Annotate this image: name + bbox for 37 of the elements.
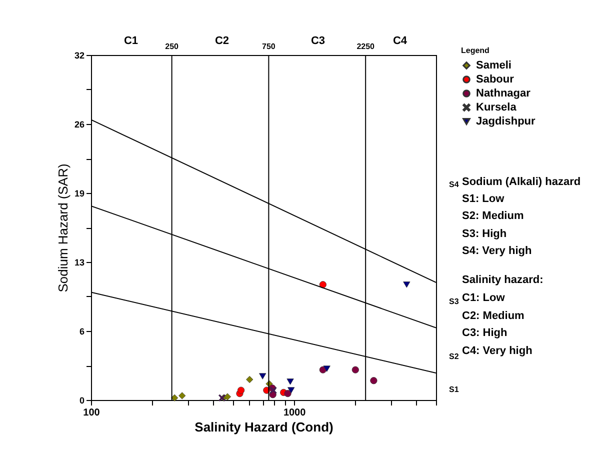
x-axis-title: Salinity Hazard (Cond) <box>194 420 334 434</box>
y-tick-label: 0 <box>79 396 84 406</box>
text: Sodium (Alkali) hazard <box>462 176 581 188</box>
legend-label: Sabour <box>476 74 515 86</box>
text: S4 <box>449 180 460 189</box>
text: S4: Very high <box>462 245 532 257</box>
text: S2: Medium <box>462 210 524 222</box>
y-tick-label: 32 <box>74 50 84 60</box>
text: S1 <box>449 385 460 394</box>
text: C2: Medium <box>462 310 525 322</box>
text: C4 <box>392 35 408 47</box>
ref-line-label: 750 <box>262 42 276 51</box>
y-tick-label: 6 <box>79 326 84 336</box>
x-tick-label: 1000 <box>283 408 306 418</box>
text: C1 <box>124 35 138 47</box>
text: C3: High <box>462 327 508 339</box>
legend-label: Kursela <box>476 102 518 114</box>
legend-label: Sameli <box>476 60 512 72</box>
y-tick-label: 26 <box>74 120 84 130</box>
y-tick-label: 19 <box>74 188 84 198</box>
text: C3 <box>310 35 326 47</box>
text: S3 <box>449 297 460 306</box>
y-tick-label: 13 <box>74 258 84 268</box>
x-tick-label: 100 <box>83 408 100 418</box>
legend-title: Legend <box>461 46 490 55</box>
text: S3: High <box>462 228 507 240</box>
text: S2 <box>449 352 460 361</box>
text: Salinity hazard: <box>462 274 544 286</box>
legend-label: Nathnagar <box>476 88 532 100</box>
legend-label: Jagdishpur <box>476 116 536 128</box>
y-axis-title: Sodium Hazard (SAR) <box>55 164 70 292</box>
text: C2 <box>214 35 230 47</box>
text: S1: Low <box>462 193 505 205</box>
ref-line-label: 250 <box>165 42 180 51</box>
ref-line-label: 2250 <box>356 42 376 51</box>
text: C1: Low <box>462 292 506 304</box>
text: C4: Very high <box>462 345 533 357</box>
